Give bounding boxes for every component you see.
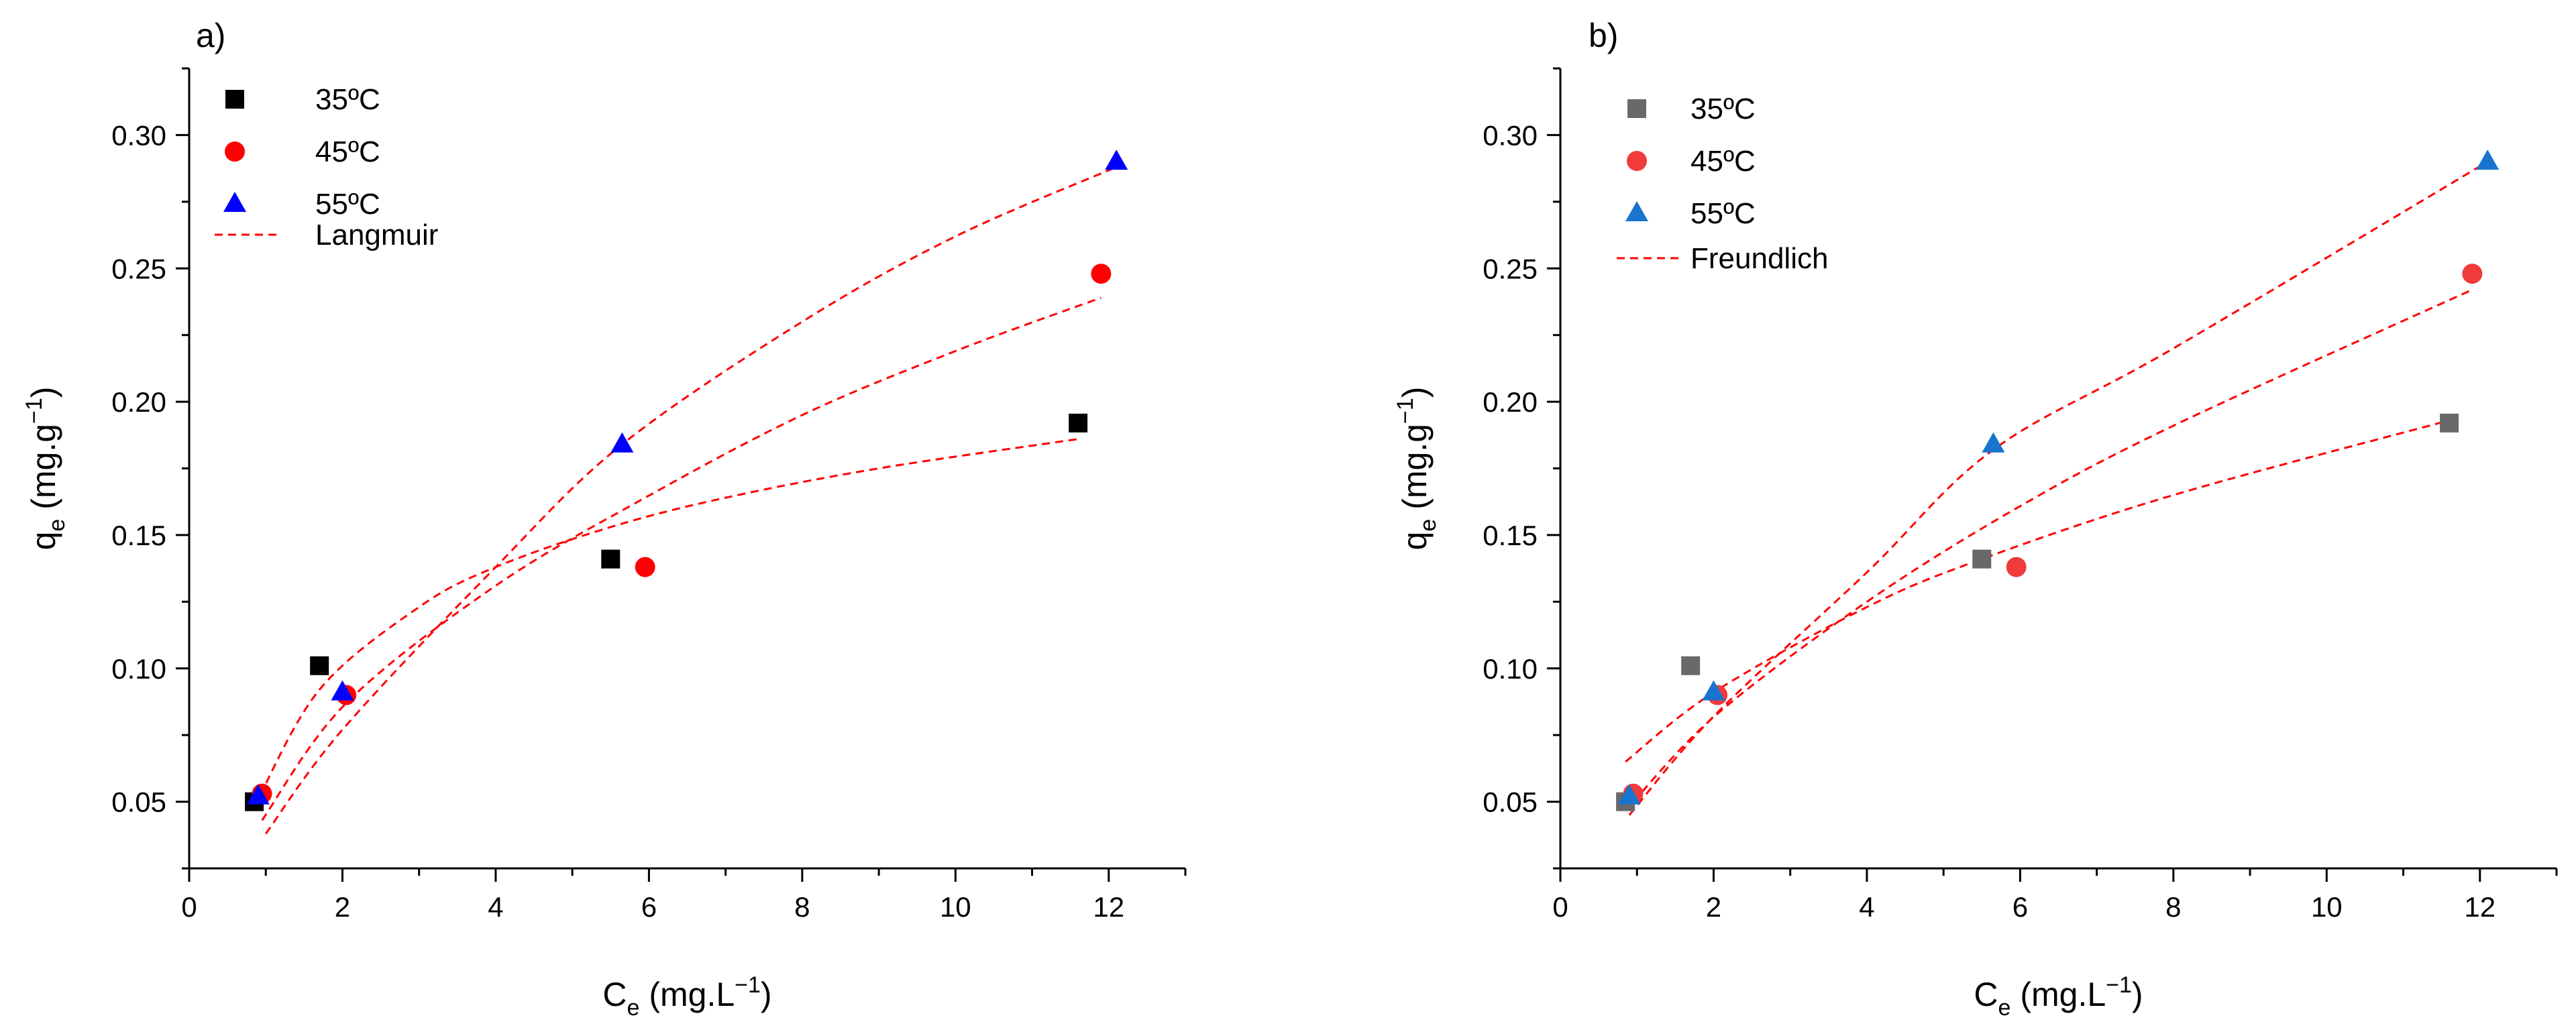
x-tick-label: 6 <box>2012 891 2028 923</box>
point-series-2 <box>1091 264 1112 284</box>
y-axis-title: qe (mg.g−1) <box>1393 387 1441 551</box>
point-series-2 <box>2462 264 2483 284</box>
point-series-1 <box>601 549 621 569</box>
legend-marker-3 <box>223 192 246 212</box>
y-tick-label: 0.10 <box>111 653 166 685</box>
legend-label-2: 45ºC <box>315 135 380 168</box>
fit-curve-1 <box>253 438 1079 808</box>
legend-marker-2 <box>1627 151 1647 171</box>
point-series-3 <box>1982 432 2005 453</box>
x-tick-label: 2 <box>335 891 350 923</box>
x-axis-title: Ce (mg.L−1) <box>1974 972 2143 1021</box>
y-tick-label: 0.25 <box>1483 253 1538 284</box>
x-tick-label: 10 <box>2311 891 2343 923</box>
y-tick-label: 0.15 <box>111 520 166 551</box>
legend-label-2: 45ºC <box>1690 145 1756 178</box>
point-series-3 <box>331 680 354 701</box>
x-tick-label: 4 <box>1859 891 1874 923</box>
point-series-3 <box>246 784 270 805</box>
panel-label: b) <box>1589 17 1618 54</box>
y-tick-label: 0.30 <box>1483 119 1538 151</box>
x-tick-label: 12 <box>2464 891 2496 923</box>
point-series-2 <box>2006 557 2027 577</box>
point-series-3 <box>1702 680 1725 701</box>
point-series-3 <box>1105 150 1128 170</box>
point-series-2 <box>635 557 655 577</box>
point-series-3 <box>2476 150 2500 170</box>
legend-label-1: 35ºC <box>315 83 380 116</box>
legend-label-1: 35ºC <box>1690 93 1756 125</box>
legend-marker-1 <box>1627 99 1646 118</box>
point-series-1 <box>1681 656 1701 675</box>
x-axis-title: Ce (mg.L−1) <box>602 972 771 1021</box>
x-tick-label: 0 <box>1552 891 1568 923</box>
legend-label-3: 55ºC <box>1690 197 1756 230</box>
point-series-1 <box>310 656 329 675</box>
panel-label: a) <box>196 17 225 54</box>
x-tick-label: 10 <box>940 891 971 923</box>
y-tick-label: 0.30 <box>111 119 166 151</box>
fit-curve-3 <box>265 166 1117 835</box>
y-tick-label: 0.20 <box>111 386 166 418</box>
fit-curve-2 <box>261 296 1102 821</box>
x-tick-label: 12 <box>1093 891 1124 923</box>
legend-label-3: 55ºC <box>315 188 380 221</box>
x-tick-label: 6 <box>641 891 657 923</box>
x-tick-label: 8 <box>794 891 810 923</box>
y-tick-label: 0.25 <box>111 253 166 284</box>
y-tick-label: 0.20 <box>1483 386 1538 418</box>
point-series-1 <box>2440 413 2459 433</box>
legend-marker-1 <box>225 90 244 109</box>
point-series-3 <box>1617 784 1641 805</box>
x-tick-label: 8 <box>2165 891 2181 923</box>
fit-curve-2 <box>1632 288 2473 803</box>
fit-curve-1 <box>1625 419 2450 763</box>
panel-a: 0 2 4 6 8 10 12 0.05 0.10 0.15 0.20 0.25 0.30 Ce (mg.… <box>21 17 1187 1021</box>
y-axis-title: qe (mg.g−1) <box>21 387 70 551</box>
y-tick-label: 0.15 <box>1483 520 1538 551</box>
point-series-1 <box>1069 413 1088 433</box>
y-tick-label: 0.10 <box>1483 653 1538 685</box>
legend-fit-label: Langmuir <box>315 219 438 251</box>
panel-b: 0 2 4 6 8 10 12 0.05 0.10 0.15 0.20 0.25 0.30 Ce (mg.… <box>1393 17 2558 1021</box>
point-series-1 <box>1972 549 1992 569</box>
fit-curve-3 <box>1628 160 2488 816</box>
legend-marker-3 <box>1625 201 1648 221</box>
legend-fit-label: Freundlich <box>1690 242 1828 275</box>
y-tick-label: 0.05 <box>111 787 166 818</box>
x-tick-label: 0 <box>181 891 197 923</box>
y-tick-label: 0.05 <box>1483 787 1538 818</box>
x-tick-label: 2 <box>1706 891 1721 923</box>
point-series-3 <box>610 432 634 453</box>
x-tick-label: 4 <box>488 891 503 923</box>
legend-marker-2 <box>225 141 245 162</box>
